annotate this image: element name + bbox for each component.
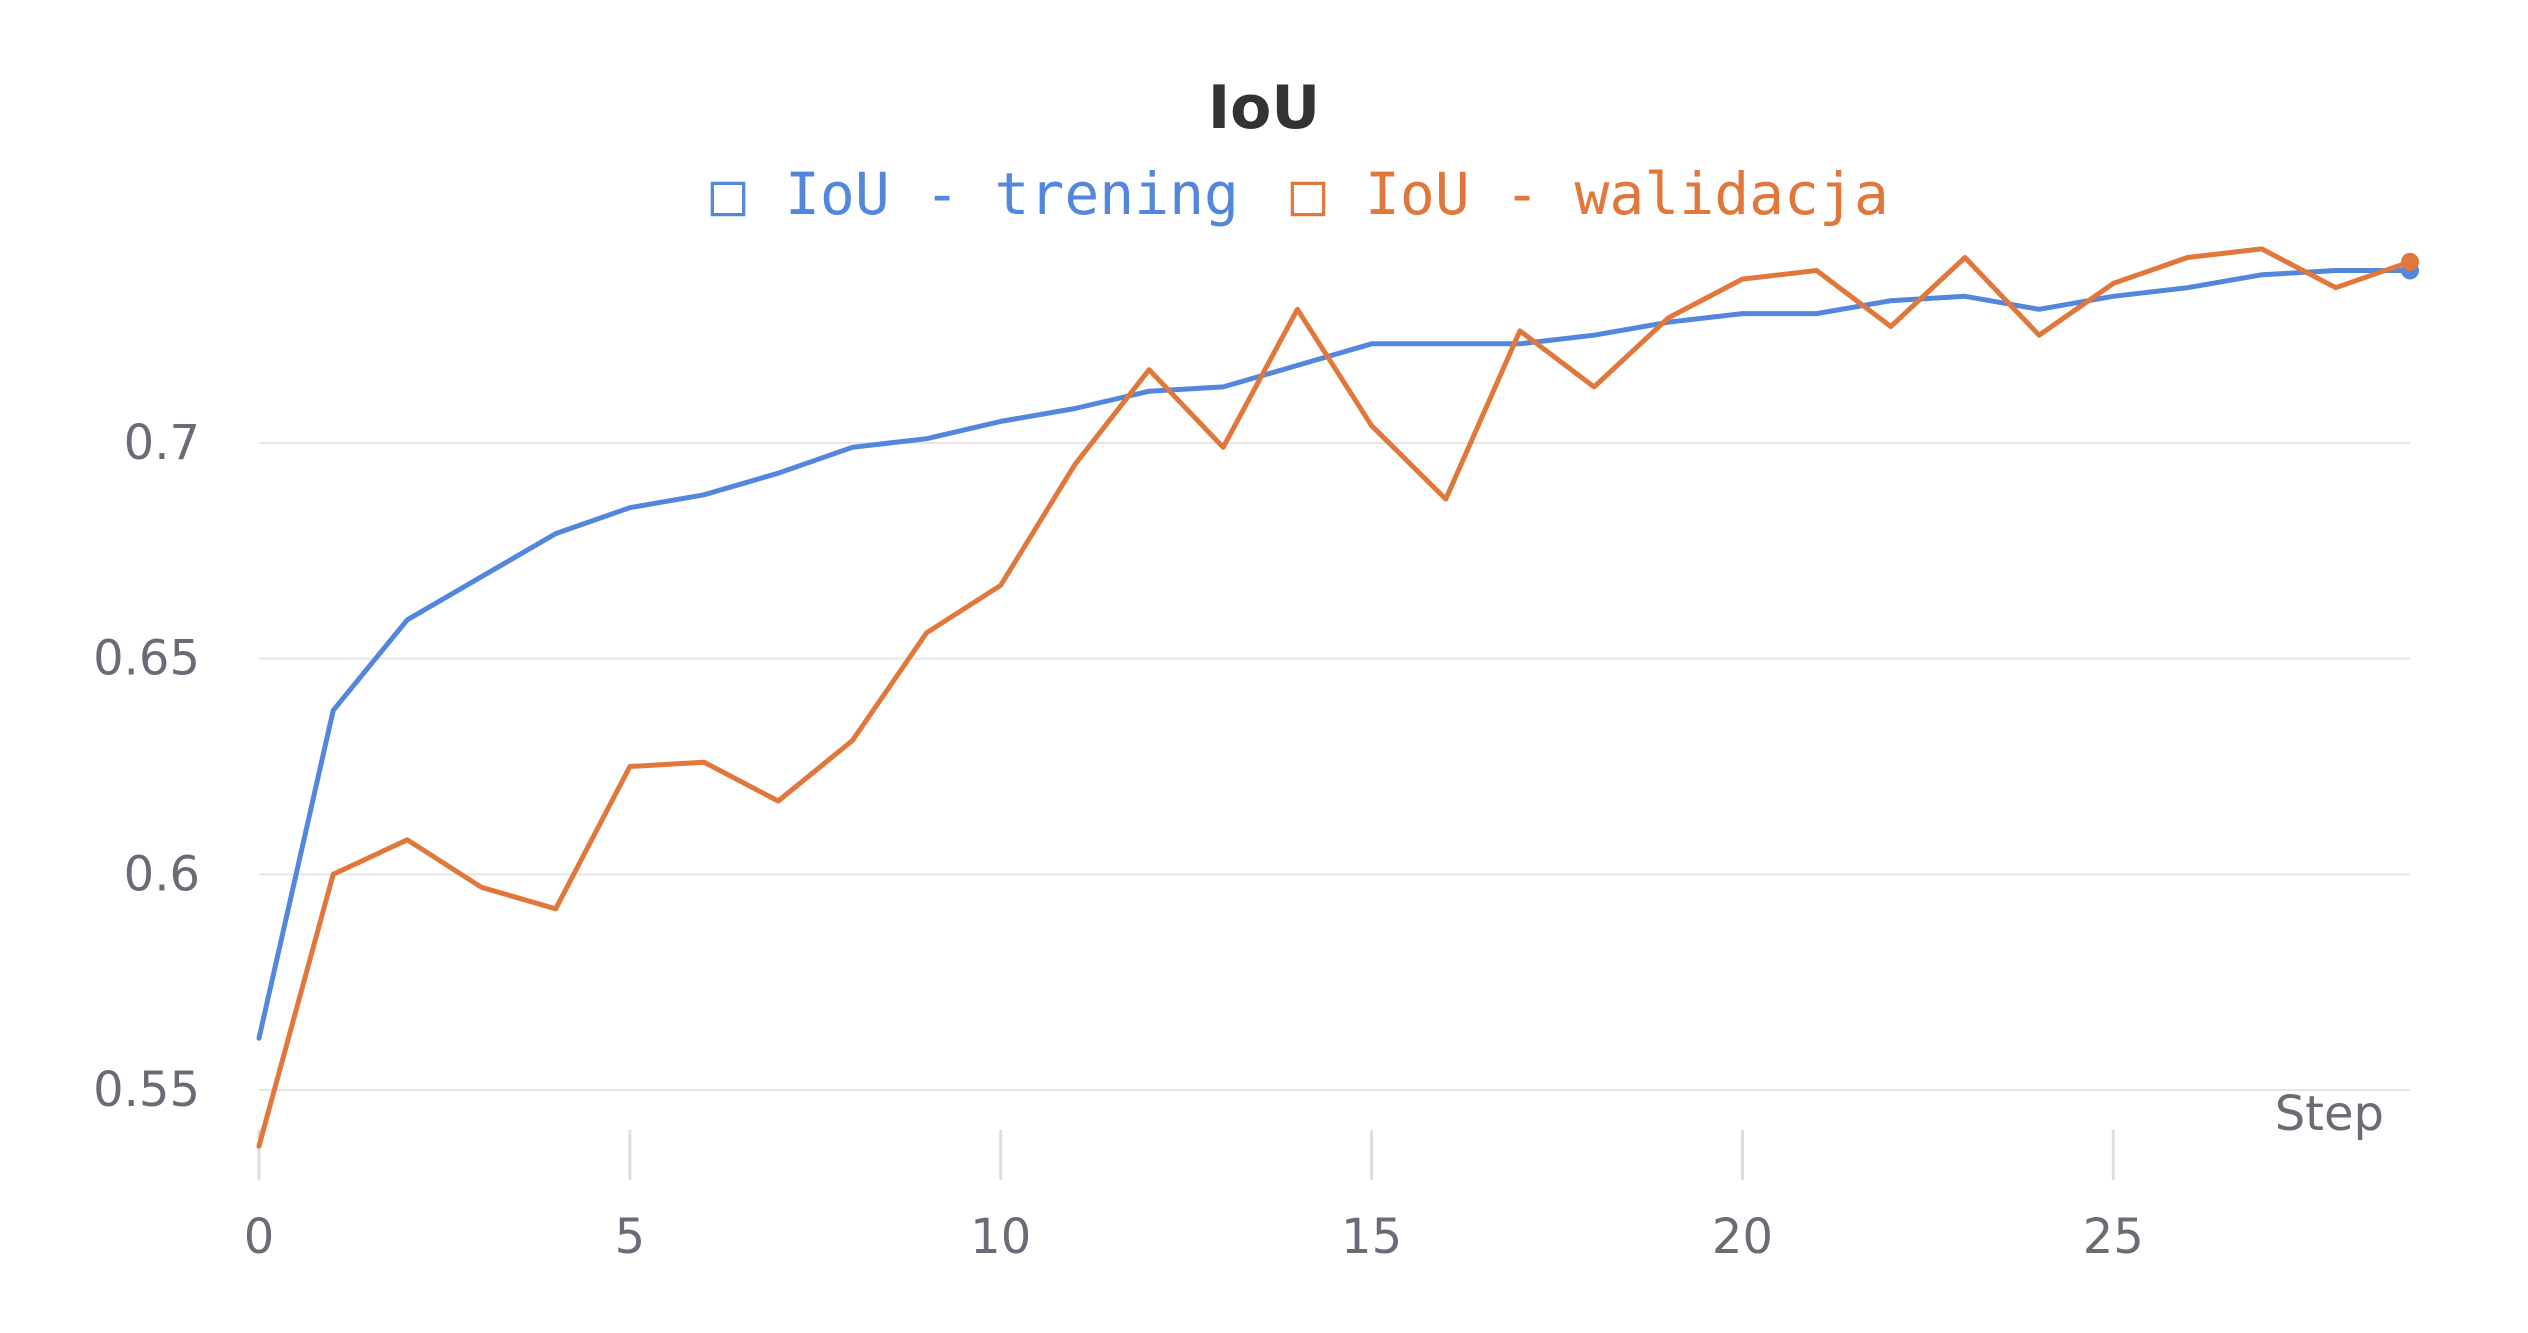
x-tick-label: 0 — [244, 1209, 275, 1265]
y-tick-label: 0.7 — [124, 415, 200, 471]
legend-item-walidacja[interactable]: □ IoU - walidacja — [1291, 160, 1889, 228]
y-tick-label: 0.6 — [124, 846, 200, 902]
y-tick-label: 0.65 — [93, 631, 200, 687]
legend-label-trening: IoU - trening — [785, 160, 1239, 228]
legend-swatch-trening: □ — [711, 160, 746, 228]
series-line-walidacja[interactable] — [256, 246, 2413, 1149]
legend-swatch-walidacja: □ — [1291, 160, 1326, 228]
x-tick-label: 15 — [1341, 1209, 1402, 1265]
legend-item-trening[interactable]: □ IoU - trening — [711, 160, 1239, 228]
legend[interactable]: □ IoU - trening □ IoU - walidacja — [711, 160, 1889, 228]
x-axis-label: Step — [2275, 1086, 2384, 1142]
x-tick-label: 20 — [1712, 1209, 1773, 1265]
chart-title: IoU — [1208, 73, 1320, 143]
y-tick-label: 0.55 — [93, 1062, 200, 1118]
legend-label-walidacja: IoU - walidacja — [1365, 160, 1889, 228]
axis-layer: 0.55 0.6 0.65 0.7 0 5 10 15 20 25 — [93, 415, 2144, 1265]
x-tick-label: 25 — [2083, 1209, 2144, 1265]
x-tick-label: 5 — [615, 1209, 646, 1265]
series-endpoint-walidacja[interactable] — [2401, 252, 2419, 271]
x-tick-label: 10 — [970, 1209, 1031, 1265]
grid-layer — [259, 442, 2410, 1091]
series-line-trening[interactable] — [256, 268, 2413, 1041]
series-layer — [256, 246, 2419, 1149]
